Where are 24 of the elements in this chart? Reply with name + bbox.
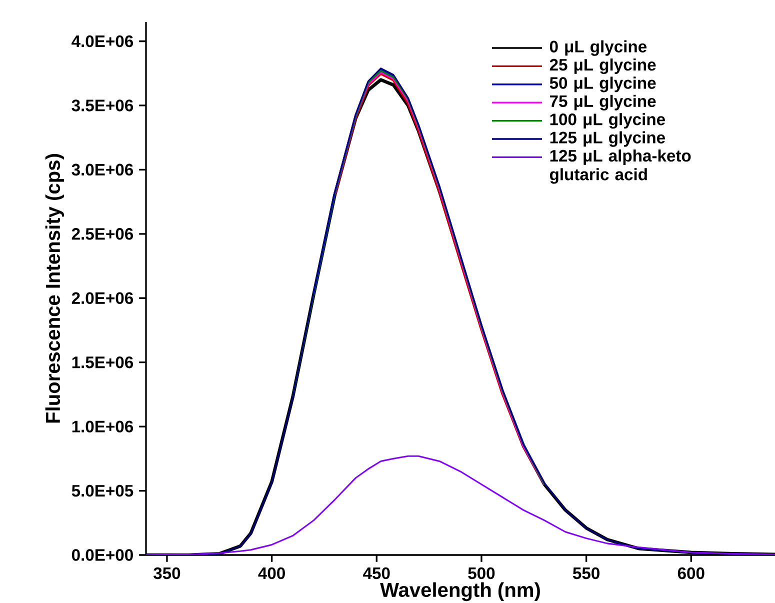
y-tick-label: 3.0E+06 xyxy=(72,164,134,176)
legend-label: 125 μL glycine xyxy=(550,131,665,147)
y-tick-label: 3.5E+06 xyxy=(72,100,134,112)
x-tick-label: 350 xyxy=(154,567,180,580)
x-tick-label: 550 xyxy=(572,567,600,580)
y-axis-title: Fluorescence Intensity (cps) xyxy=(45,154,64,423)
y-tick-label: 0.0E+00 xyxy=(72,549,133,561)
y-tick-label: 5.0E+05 xyxy=(72,484,134,497)
legend-label: 125 μL alpha-keto glutaric acid xyxy=(550,149,691,184)
legend-label: 75 μL glycine xyxy=(550,94,656,110)
legend-label: 0 μL glycine xyxy=(550,40,647,56)
x-tick-label: 450 xyxy=(363,567,390,580)
y-tick-label: 1.5E+06 xyxy=(72,356,134,368)
x-axis-title: Wavelength (nm) xyxy=(380,582,540,602)
x-tick-label: 500 xyxy=(468,567,495,580)
y-tick-label: 4.0E+06 xyxy=(72,35,134,48)
x-tick-label: 400 xyxy=(258,567,285,580)
legend-label: 100 μL glycine xyxy=(550,113,665,129)
y-tick-label: 1.0E+06 xyxy=(72,420,134,432)
x-tick-label: 600 xyxy=(678,567,704,580)
y-tick-label: 2.0E+06 xyxy=(72,292,134,304)
legend-label: 25 μL glycine xyxy=(550,58,656,74)
legend-label: 50 μL glycine xyxy=(550,76,656,92)
y-tick-label: 2.5E+06 xyxy=(72,228,134,240)
